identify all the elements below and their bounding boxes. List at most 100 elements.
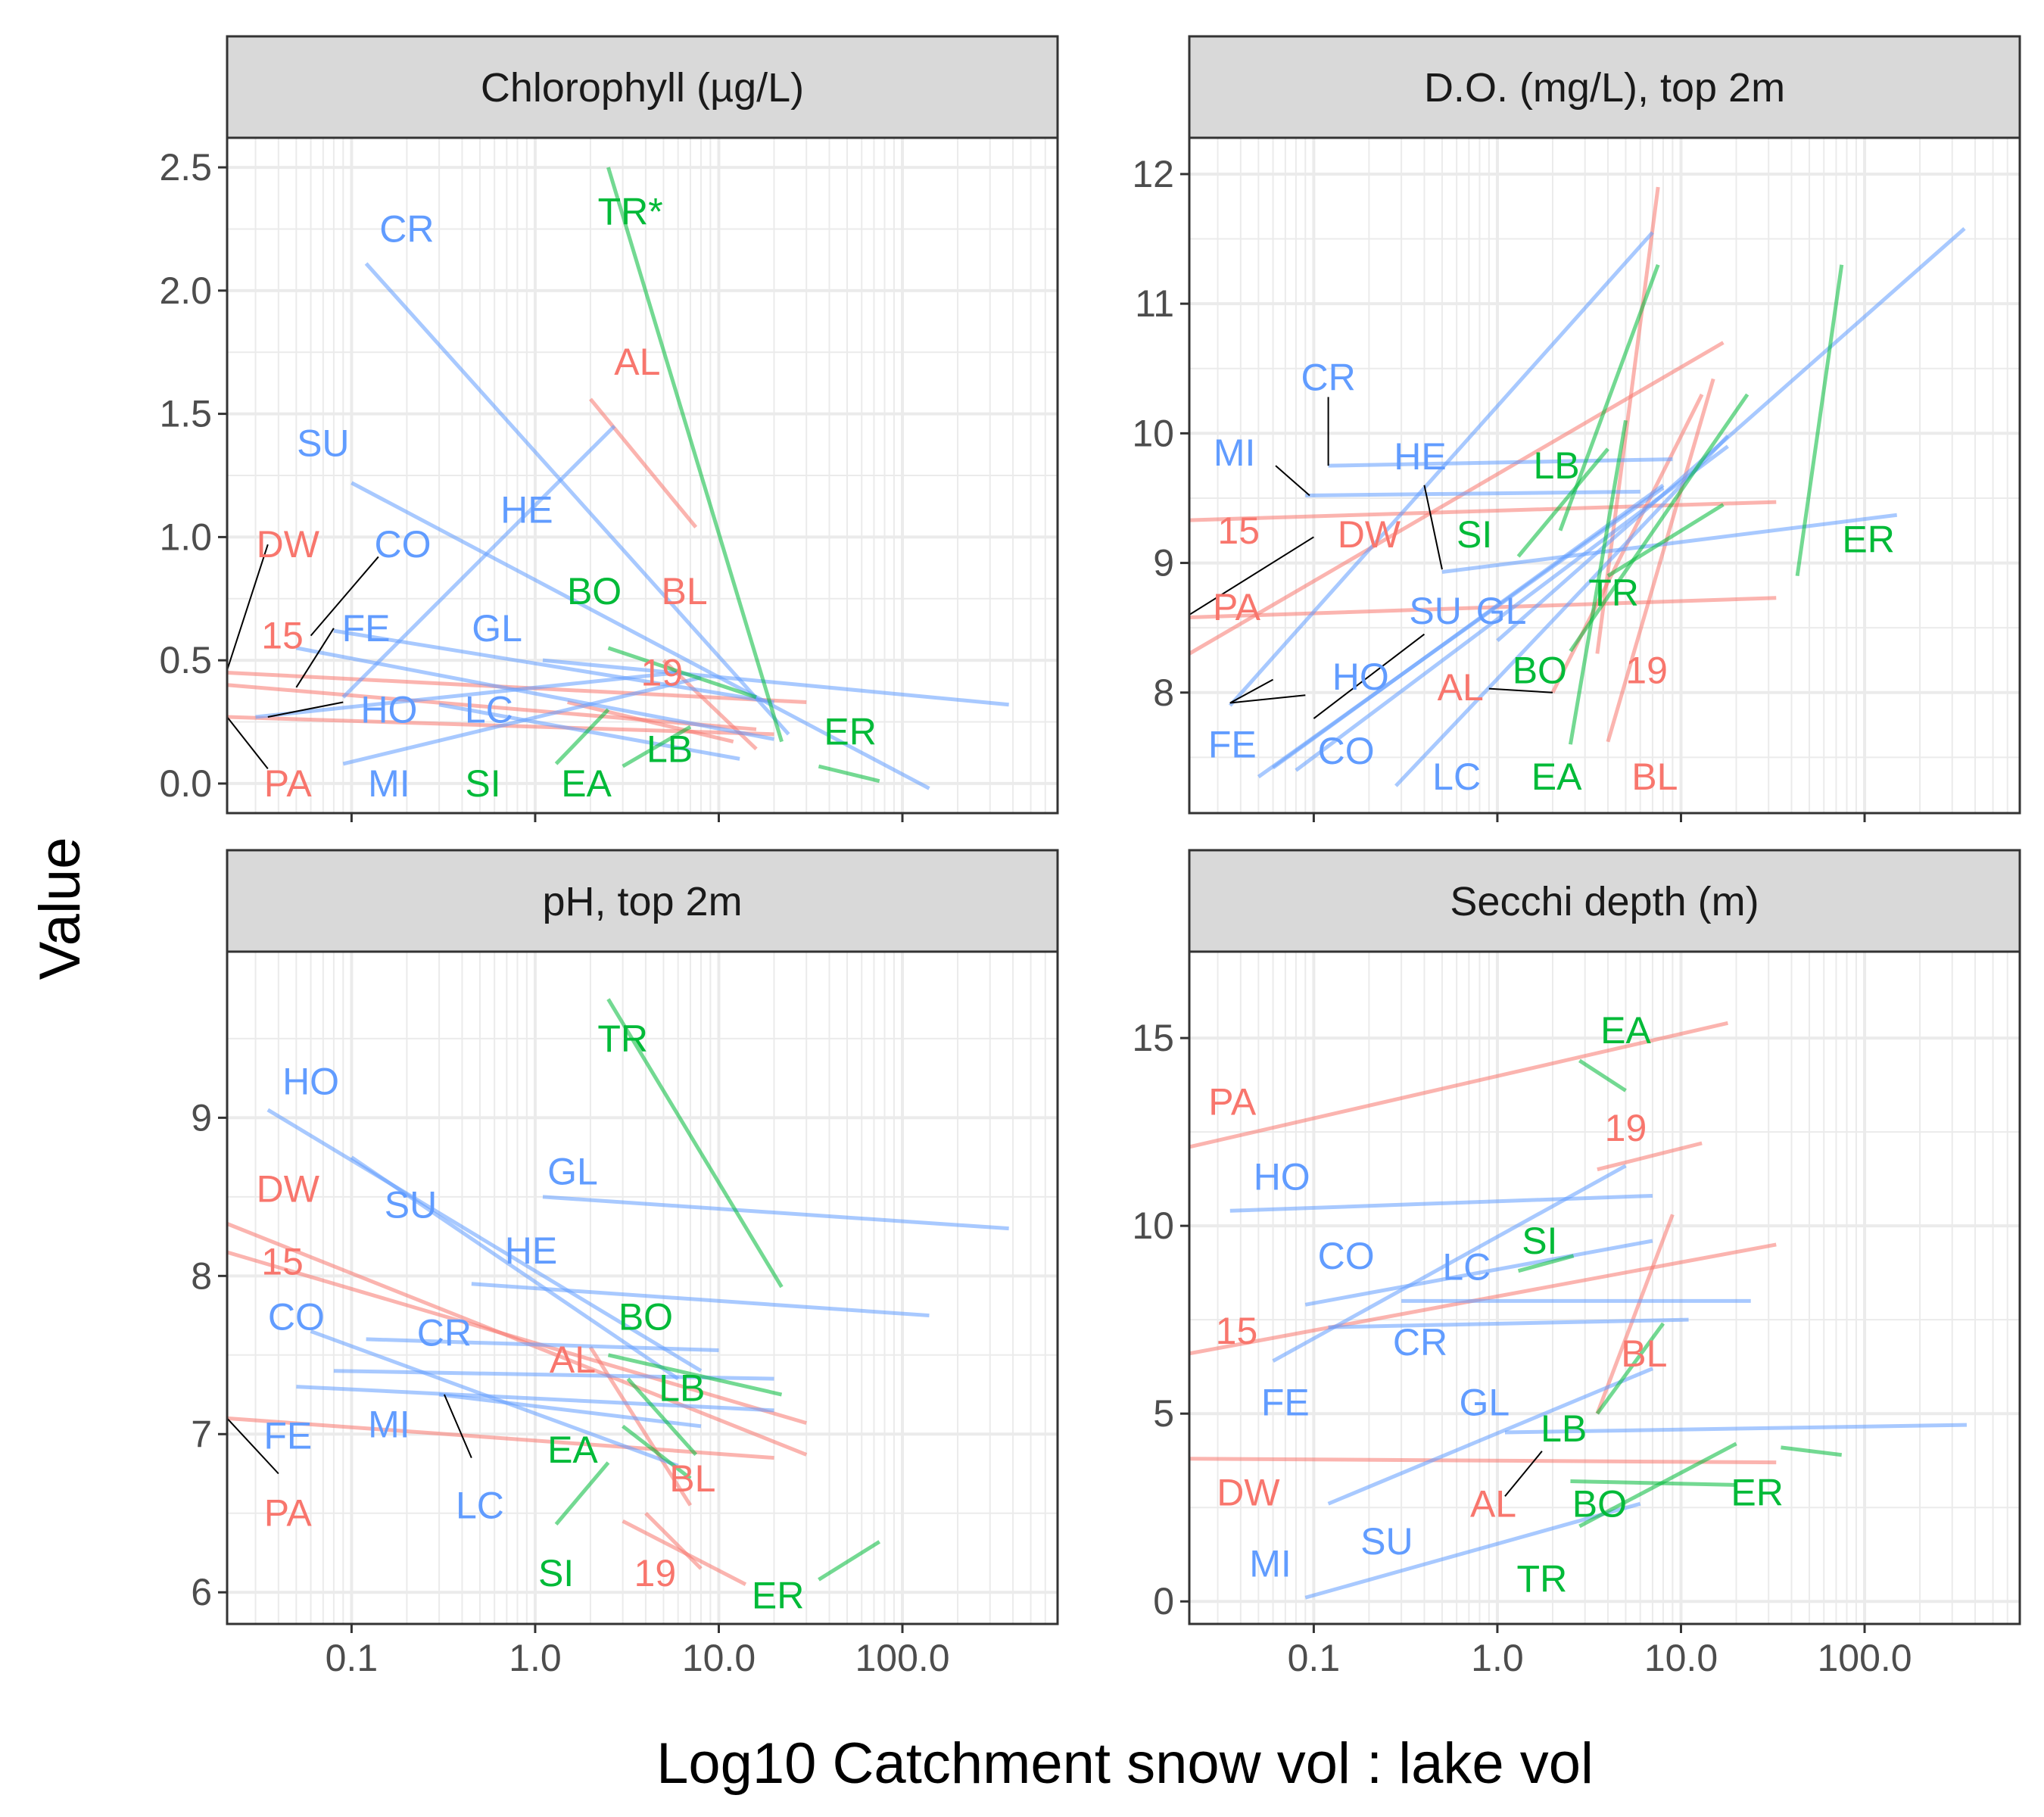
y-tick-label: 2.0 [159,270,212,312]
series-line-SU [350,1155,680,1381]
site-label-19: 19 [641,651,684,693]
series-line-ER [1795,264,1844,577]
site-label-SU: SU [1409,590,1461,632]
site-label-TR: TR [1588,572,1639,614]
site-label-PA: PA [1208,1080,1257,1123]
site-label-MI: MI [1249,1543,1292,1585]
series-line-CR [364,262,790,736]
site-label-TR: TR [1517,1557,1568,1600]
x-tick-label: 0.1 [326,1637,379,1679]
series-line-LB [1516,447,1609,558]
series-line-LC [438,1392,702,1429]
facet-strip [226,849,1059,953]
series-line-DW [1189,1457,1777,1465]
site-label-AL: AL [614,341,660,383]
x-tick-label: 10.0 [1644,1637,1718,1679]
series-line-15 [227,670,807,705]
site-label-EA: EA [1531,756,1582,798]
site-label-LB: LB [1541,1407,1587,1450]
site-label-DW: DW [257,1167,320,1210]
series-line-BL [644,1511,703,1570]
series-line-SI [1558,263,1660,531]
y-tick-label: 0 [1153,1580,1174,1622]
panel-border [1188,950,2021,1625]
series-line-TR* [606,167,784,743]
site-label-BL: BL [662,570,708,612]
y-tick-label: 6 [191,1571,212,1613]
series-line-EA [1606,503,1725,578]
series-line-ER [818,1540,881,1582]
site-label-FE: FE [263,1414,312,1457]
series-line-GL [1504,1423,1967,1435]
x-tick-label: 100.0 [855,1637,949,1679]
site-label-SU: SU [385,1183,437,1226]
site-label-ER: ER [752,1574,804,1616]
site-label-BL: BL [1631,756,1678,798]
y-tick-label: 8 [1153,672,1174,714]
series-line-ER [818,764,880,784]
label-leader-line [1313,633,1426,719]
site-label-PA: PA [1213,586,1261,628]
site-label-CR: CR [417,1312,472,1354]
facet-panel: Chlorophyll (µg/L) CR TR* AL SU HE DW CO BO BL 15 F… [159,35,1059,822]
site-label-HO: HO [360,688,417,731]
label-leader-line [267,701,344,718]
series-line-TR [606,998,784,1289]
y-tick-label: 2.5 [159,146,212,189]
facet-strip [226,35,1059,139]
site-label-DW: DW [1338,513,1401,556]
series-line-SI [1517,1254,1575,1273]
y-tick-label: 10 [1132,1205,1174,1247]
series-line-AL [589,397,698,528]
grid [227,138,1058,813]
series-line-FE [333,628,774,704]
x-axis-title: Log10 Catchment snow vol : lake vol [656,1731,1594,1796]
site-label-MI: MI [368,1404,410,1446]
facet-strip [1188,849,2021,953]
y-tick-label: 10 [1132,412,1174,454]
facet-title: Chlorophyll (µg/L) [481,65,804,111]
plot-background [1189,138,2020,813]
series-line-BO [1569,393,1750,653]
series-line-LB [1595,1322,1665,1415]
series-line-LC [1394,435,1730,787]
label-leader-line [1488,687,1553,693]
site-label-EA: EA [547,1429,598,1471]
site-label-LC: LC [1442,1246,1491,1289]
series-line-BL [1595,186,1660,654]
x-tick-label: 0.1 [1288,1637,1341,1679]
site-label-PA: PA [264,762,313,805]
site-label-LC: LC [456,1484,504,1526]
site-label-CO: CO [1318,1235,1375,1277]
label-leader-line [1189,536,1314,616]
y-tick-label: 5 [1153,1392,1174,1435]
y-tick-label: 0.0 [159,762,212,805]
series-line-PA [227,1416,774,1460]
site-label-SI: SI [465,762,500,805]
y-tick-label: 12 [1132,153,1174,195]
site-label-15: 15 [1216,1310,1258,1352]
series-line-HE [471,1282,930,1318]
series-line-CO [295,646,774,741]
site-label-DW: DW [1217,1471,1280,1513]
series-line-BL [1595,1214,1675,1415]
y-tick-label: 9 [1153,542,1174,584]
series-line-GL [542,658,1009,707]
series-line-BO [607,1353,783,1397]
label-leader-line [227,1417,279,1475]
label-leader-line [1229,678,1274,704]
site-label-GL: GL [547,1150,598,1192]
series-line-EA [1578,1058,1627,1092]
site-label-HO: HO [1254,1156,1310,1198]
y-tick-label: 11 [1135,282,1174,325]
x-tick-label: 1.0 [1471,1637,1524,1679]
series-line-PA [1189,1021,1728,1149]
site-label-19: 19 [1605,1107,1647,1149]
site-label-ER: ER [1842,519,1894,561]
label-leader-line [443,1394,472,1459]
series-line-HO [266,1108,703,1373]
site-label-GL: GL [1476,590,1527,632]
series-line-CR [366,1337,719,1353]
data-layer: TR HO GL DW SU HE 15 CO BO CR AL LB MI FE EA BL LC PA SI 19… [227,998,1009,1616]
site-label-BO: BO [567,570,622,612]
